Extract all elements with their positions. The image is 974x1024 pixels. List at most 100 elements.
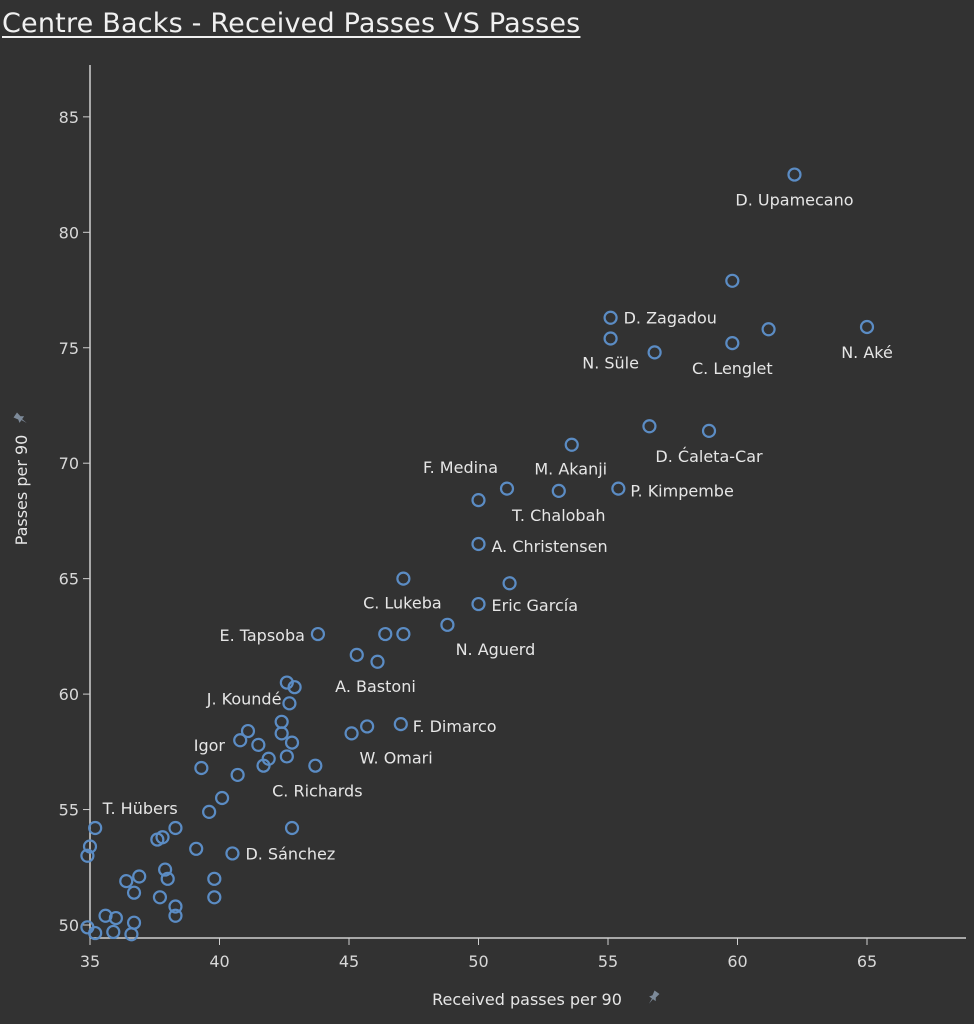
data-point[interactable] bbox=[308, 758, 323, 773]
point-label: N. Aké bbox=[841, 343, 893, 362]
data-point[interactable] bbox=[344, 726, 359, 741]
data-point[interactable] bbox=[80, 920, 95, 935]
data-point[interactable] bbox=[108, 910, 124, 926]
data-point[interactable] bbox=[82, 839, 98, 854]
data-point[interactable] bbox=[119, 874, 134, 889]
point-label: D. Sánchez bbox=[245, 844, 335, 863]
data-point[interactable] bbox=[611, 481, 626, 496]
data-point[interactable] bbox=[168, 820, 183, 836]
data-point[interactable] bbox=[499, 481, 515, 496]
data-point[interactable] bbox=[80, 848, 95, 863]
data-point[interactable] bbox=[603, 331, 618, 346]
x-tick-label: 50 bbox=[468, 952, 488, 971]
y-axis-pin-icon[interactable] bbox=[13, 412, 29, 427]
x-axis-label: Received passes per 90 bbox=[432, 990, 622, 1009]
point-label: Eric García bbox=[492, 596, 579, 615]
data-point[interactable] bbox=[189, 841, 204, 856]
data-point[interactable] bbox=[360, 719, 375, 734]
data-point[interactable] bbox=[396, 626, 411, 642]
data-point[interactable] bbox=[725, 273, 740, 288]
data-point[interactable] bbox=[207, 890, 222, 905]
y-tick-label: 85 bbox=[59, 108, 79, 127]
data-point[interactable] bbox=[396, 571, 411, 586]
point-label: Igor bbox=[194, 736, 226, 755]
data-point[interactable] bbox=[132, 869, 147, 884]
point-label: E. Tapsoba bbox=[219, 626, 304, 645]
data-point[interactable] bbox=[256, 758, 271, 773]
point-label: W. Omari bbox=[360, 748, 433, 767]
data-point[interactable] bbox=[282, 696, 297, 711]
data-point[interactable] bbox=[126, 915, 142, 930]
data-point[interactable] bbox=[194, 760, 209, 776]
x-axis-pin-icon[interactable] bbox=[646, 990, 661, 1006]
point-label: M. Akanji bbox=[534, 460, 607, 479]
y-axis-label: Passes per 90 bbox=[12, 435, 31, 546]
point-label: A. Bastoni bbox=[335, 677, 416, 696]
data-point[interactable] bbox=[349, 647, 364, 662]
data-point[interactable] bbox=[230, 767, 245, 783]
point-label: F. Medina bbox=[423, 458, 498, 477]
x-tick-label: 35 bbox=[80, 952, 100, 971]
point-label: A. Christensen bbox=[492, 537, 608, 556]
data-point[interactable] bbox=[701, 423, 717, 438]
y-tick-label: 60 bbox=[59, 685, 79, 704]
x-tick-label: 55 bbox=[598, 952, 618, 971]
data-point[interactable] bbox=[471, 596, 486, 612]
data-point[interactable] bbox=[787, 167, 802, 182]
data-point[interactable] bbox=[287, 680, 302, 695]
data-point[interactable] bbox=[310, 626, 326, 642]
x-tick-label: 45 bbox=[339, 952, 359, 971]
data-point[interactable] bbox=[160, 871, 175, 886]
data-point[interactable] bbox=[233, 733, 248, 748]
axes bbox=[89, 65, 966, 939]
data-point[interactable] bbox=[279, 749, 294, 764]
x-tick-label: 65 bbox=[857, 952, 877, 971]
data-point[interactable] bbox=[202, 804, 217, 819]
point-label: F. Dimarco bbox=[413, 717, 497, 736]
data-point[interactable] bbox=[761, 322, 776, 337]
data-point[interactable] bbox=[251, 737, 266, 752]
data-point[interactable] bbox=[471, 493, 486, 508]
data-point[interactable] bbox=[647, 345, 662, 360]
data-point[interactable] bbox=[155, 830, 170, 845]
data-point[interactable] bbox=[440, 617, 455, 632]
data-point[interactable] bbox=[152, 890, 168, 905]
data-point[interactable] bbox=[642, 419, 657, 434]
point-label: C. Lenglet bbox=[692, 359, 773, 378]
data-point[interactable] bbox=[471, 536, 486, 552]
data-point[interactable] bbox=[603, 310, 618, 325]
data-point[interactable] bbox=[168, 908, 183, 923]
point-label: N. Aguerd bbox=[456, 640, 536, 659]
point-label: T. Hübers bbox=[102, 799, 178, 818]
data-point[interactable] bbox=[207, 871, 222, 886]
data-point[interactable] bbox=[370, 654, 385, 669]
data-point[interactable] bbox=[274, 726, 289, 741]
data-point[interactable] bbox=[502, 576, 517, 591]
point-label: P. Kimpembe bbox=[630, 482, 733, 501]
data-point[interactable] bbox=[564, 437, 579, 452]
data-point[interactable] bbox=[106, 924, 121, 940]
data-point[interactable] bbox=[88, 820, 103, 836]
data-point[interactable] bbox=[725, 336, 740, 351]
data-point[interactable] bbox=[214, 790, 230, 806]
data-point[interactable] bbox=[393, 717, 408, 732]
data-point[interactable] bbox=[168, 899, 183, 914]
data-point[interactable] bbox=[551, 483, 566, 499]
y-tick-label: 55 bbox=[59, 801, 79, 820]
data-point[interactable] bbox=[158, 862, 173, 877]
data-point[interactable] bbox=[284, 735, 300, 750]
data-point[interactable] bbox=[225, 846, 240, 861]
chart-title: Centre Backs - Received Passes VS Passes bbox=[2, 8, 581, 39]
data-point[interactable] bbox=[378, 626, 393, 642]
data-point[interactable] bbox=[859, 319, 875, 335]
data-point[interactable] bbox=[274, 714, 289, 729]
y-tick-label: 65 bbox=[59, 570, 79, 589]
point-label: D. Zagadou bbox=[624, 309, 717, 328]
point-label: D. Upamecano bbox=[735, 191, 853, 210]
data-point[interactable] bbox=[126, 885, 142, 900]
data-point[interactable] bbox=[124, 927, 139, 942]
data-point[interactable] bbox=[240, 723, 256, 739]
point-label: T. Chalobah bbox=[511, 506, 606, 525]
data-point[interactable] bbox=[284, 820, 300, 836]
